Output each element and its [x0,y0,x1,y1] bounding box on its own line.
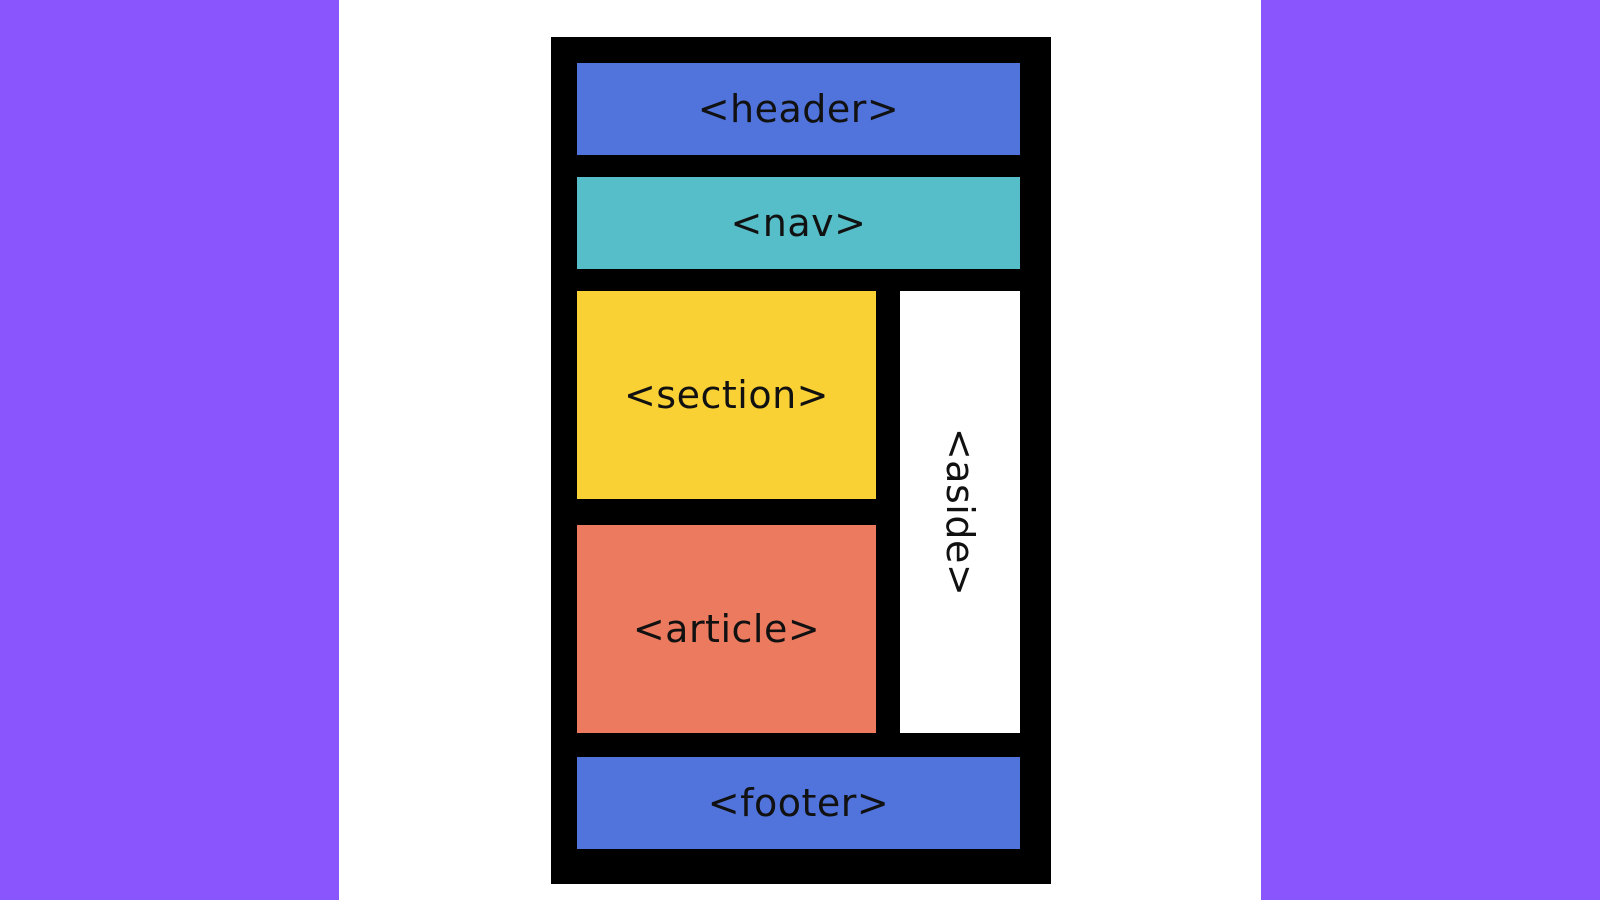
footer-block: <footer> [577,757,1020,849]
header-block: <header> [577,63,1020,155]
nav-label: <nav> [730,201,867,245]
left-color-band [0,0,339,900]
section-block: <section> [577,291,876,499]
header-label: <header> [697,87,900,131]
article-label: <article> [632,607,821,651]
article-block: <article> [577,525,876,733]
section-label: <section> [623,373,830,417]
aside-label: <aside> [938,427,983,597]
nav-block: <nav> [577,177,1020,269]
footer-label: <footer> [707,781,890,825]
aside-block: <aside> [900,291,1020,733]
right-color-band [1261,0,1600,900]
